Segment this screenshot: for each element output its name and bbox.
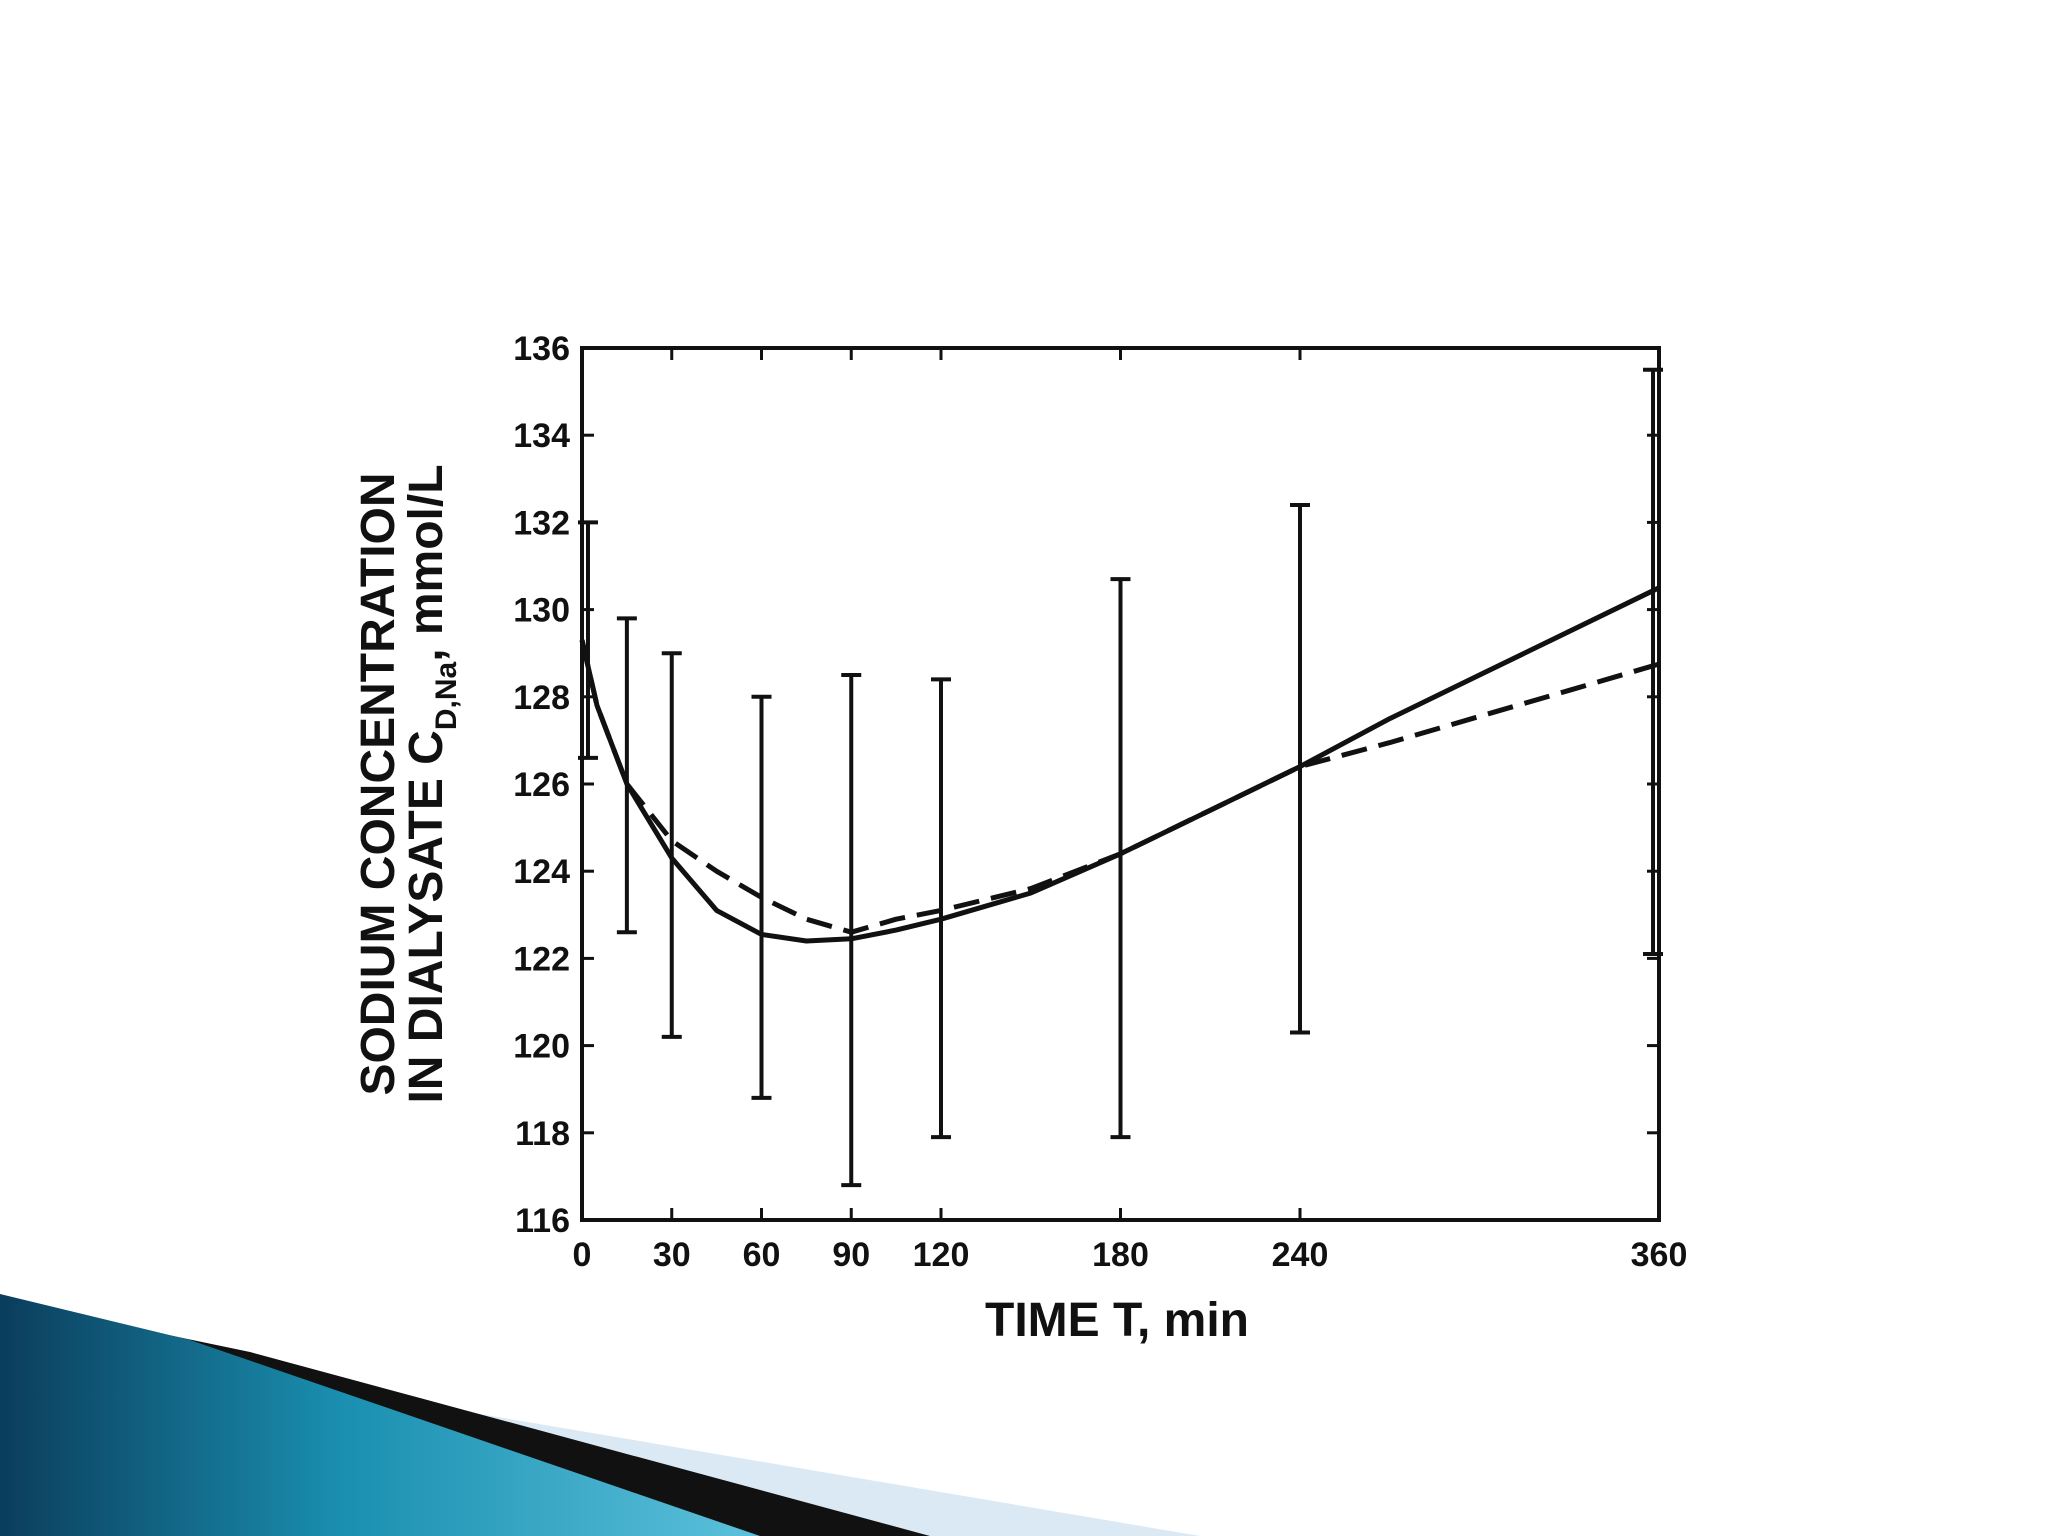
x-axis-title: TIME T, min bbox=[985, 1294, 1249, 1347]
x-tick-label-180: 180 bbox=[1092, 1236, 1149, 1274]
decorative-ribbon bbox=[0, 1294, 1200, 1536]
x-tick-label-90: 90 bbox=[832, 1236, 870, 1274]
error-bar-0 bbox=[577, 520, 598, 760]
error-bar-6 bbox=[1110, 577, 1131, 1140]
y-axis-title-line2-suffix: , mmol/L bbox=[400, 464, 453, 661]
y-tick-label-132: 132 bbox=[513, 504, 570, 542]
y-axis-title-line2-prefix: IN DIALYSATE C bbox=[400, 730, 453, 1103]
x-tick-label-120: 120 bbox=[913, 1236, 970, 1274]
y-tick-label-118: 118 bbox=[515, 1115, 570, 1153]
error-bars bbox=[577, 367, 1664, 1188]
y-axis-title-line2-subscript: D,Na bbox=[430, 661, 463, 730]
y-axis-title-line1: SODIUM CONCENTRATION bbox=[352, 472, 405, 1095]
ribbon-blue-band bbox=[0, 1294, 760, 1536]
y-axis: 116 118 120 122 124 126 128 130 132 134 136 bbox=[513, 330, 1659, 1240]
x-axis: 0 30 60 90 120 180 240 360 bbox=[573, 348, 1688, 1274]
y-tick-label-126: 126 bbox=[513, 766, 570, 804]
x-tick-label-0: 0 bbox=[573, 1236, 592, 1274]
y-tick-label-130: 130 bbox=[513, 592, 570, 630]
x-tick-label-240: 240 bbox=[1272, 1236, 1329, 1274]
y-tick-label-128: 128 bbox=[513, 679, 570, 717]
error-bar-2 bbox=[661, 651, 682, 1039]
y-axis-title: SODIUM CONCENTRATION IN DIALYSATE CD,Na,… bbox=[352, 464, 463, 1103]
y-tick-label-134: 134 bbox=[513, 417, 570, 455]
error-bar-1 bbox=[616, 616, 637, 935]
x-tick-label-360: 360 bbox=[1631, 1236, 1688, 1274]
y-tick-label-136: 136 bbox=[513, 330, 570, 368]
x-tick-label-60: 60 bbox=[743, 1236, 781, 1274]
series-lines bbox=[579, 585, 1661, 944]
y-axis-title-line2: IN DIALYSATE CD,Na, mmol/L bbox=[400, 464, 463, 1103]
error-bar-8 bbox=[1643, 367, 1664, 957]
series-line-dashed bbox=[579, 639, 1660, 935]
y-tick-label-120: 120 bbox=[513, 1028, 570, 1066]
y-tick-label-116: 116 bbox=[515, 1202, 570, 1240]
series-line-solid bbox=[579, 585, 1661, 944]
y-tick-label-122: 122 bbox=[513, 940, 570, 978]
x-tick-label-30: 30 bbox=[653, 1236, 691, 1274]
y-tick-label-124: 124 bbox=[513, 853, 570, 891]
